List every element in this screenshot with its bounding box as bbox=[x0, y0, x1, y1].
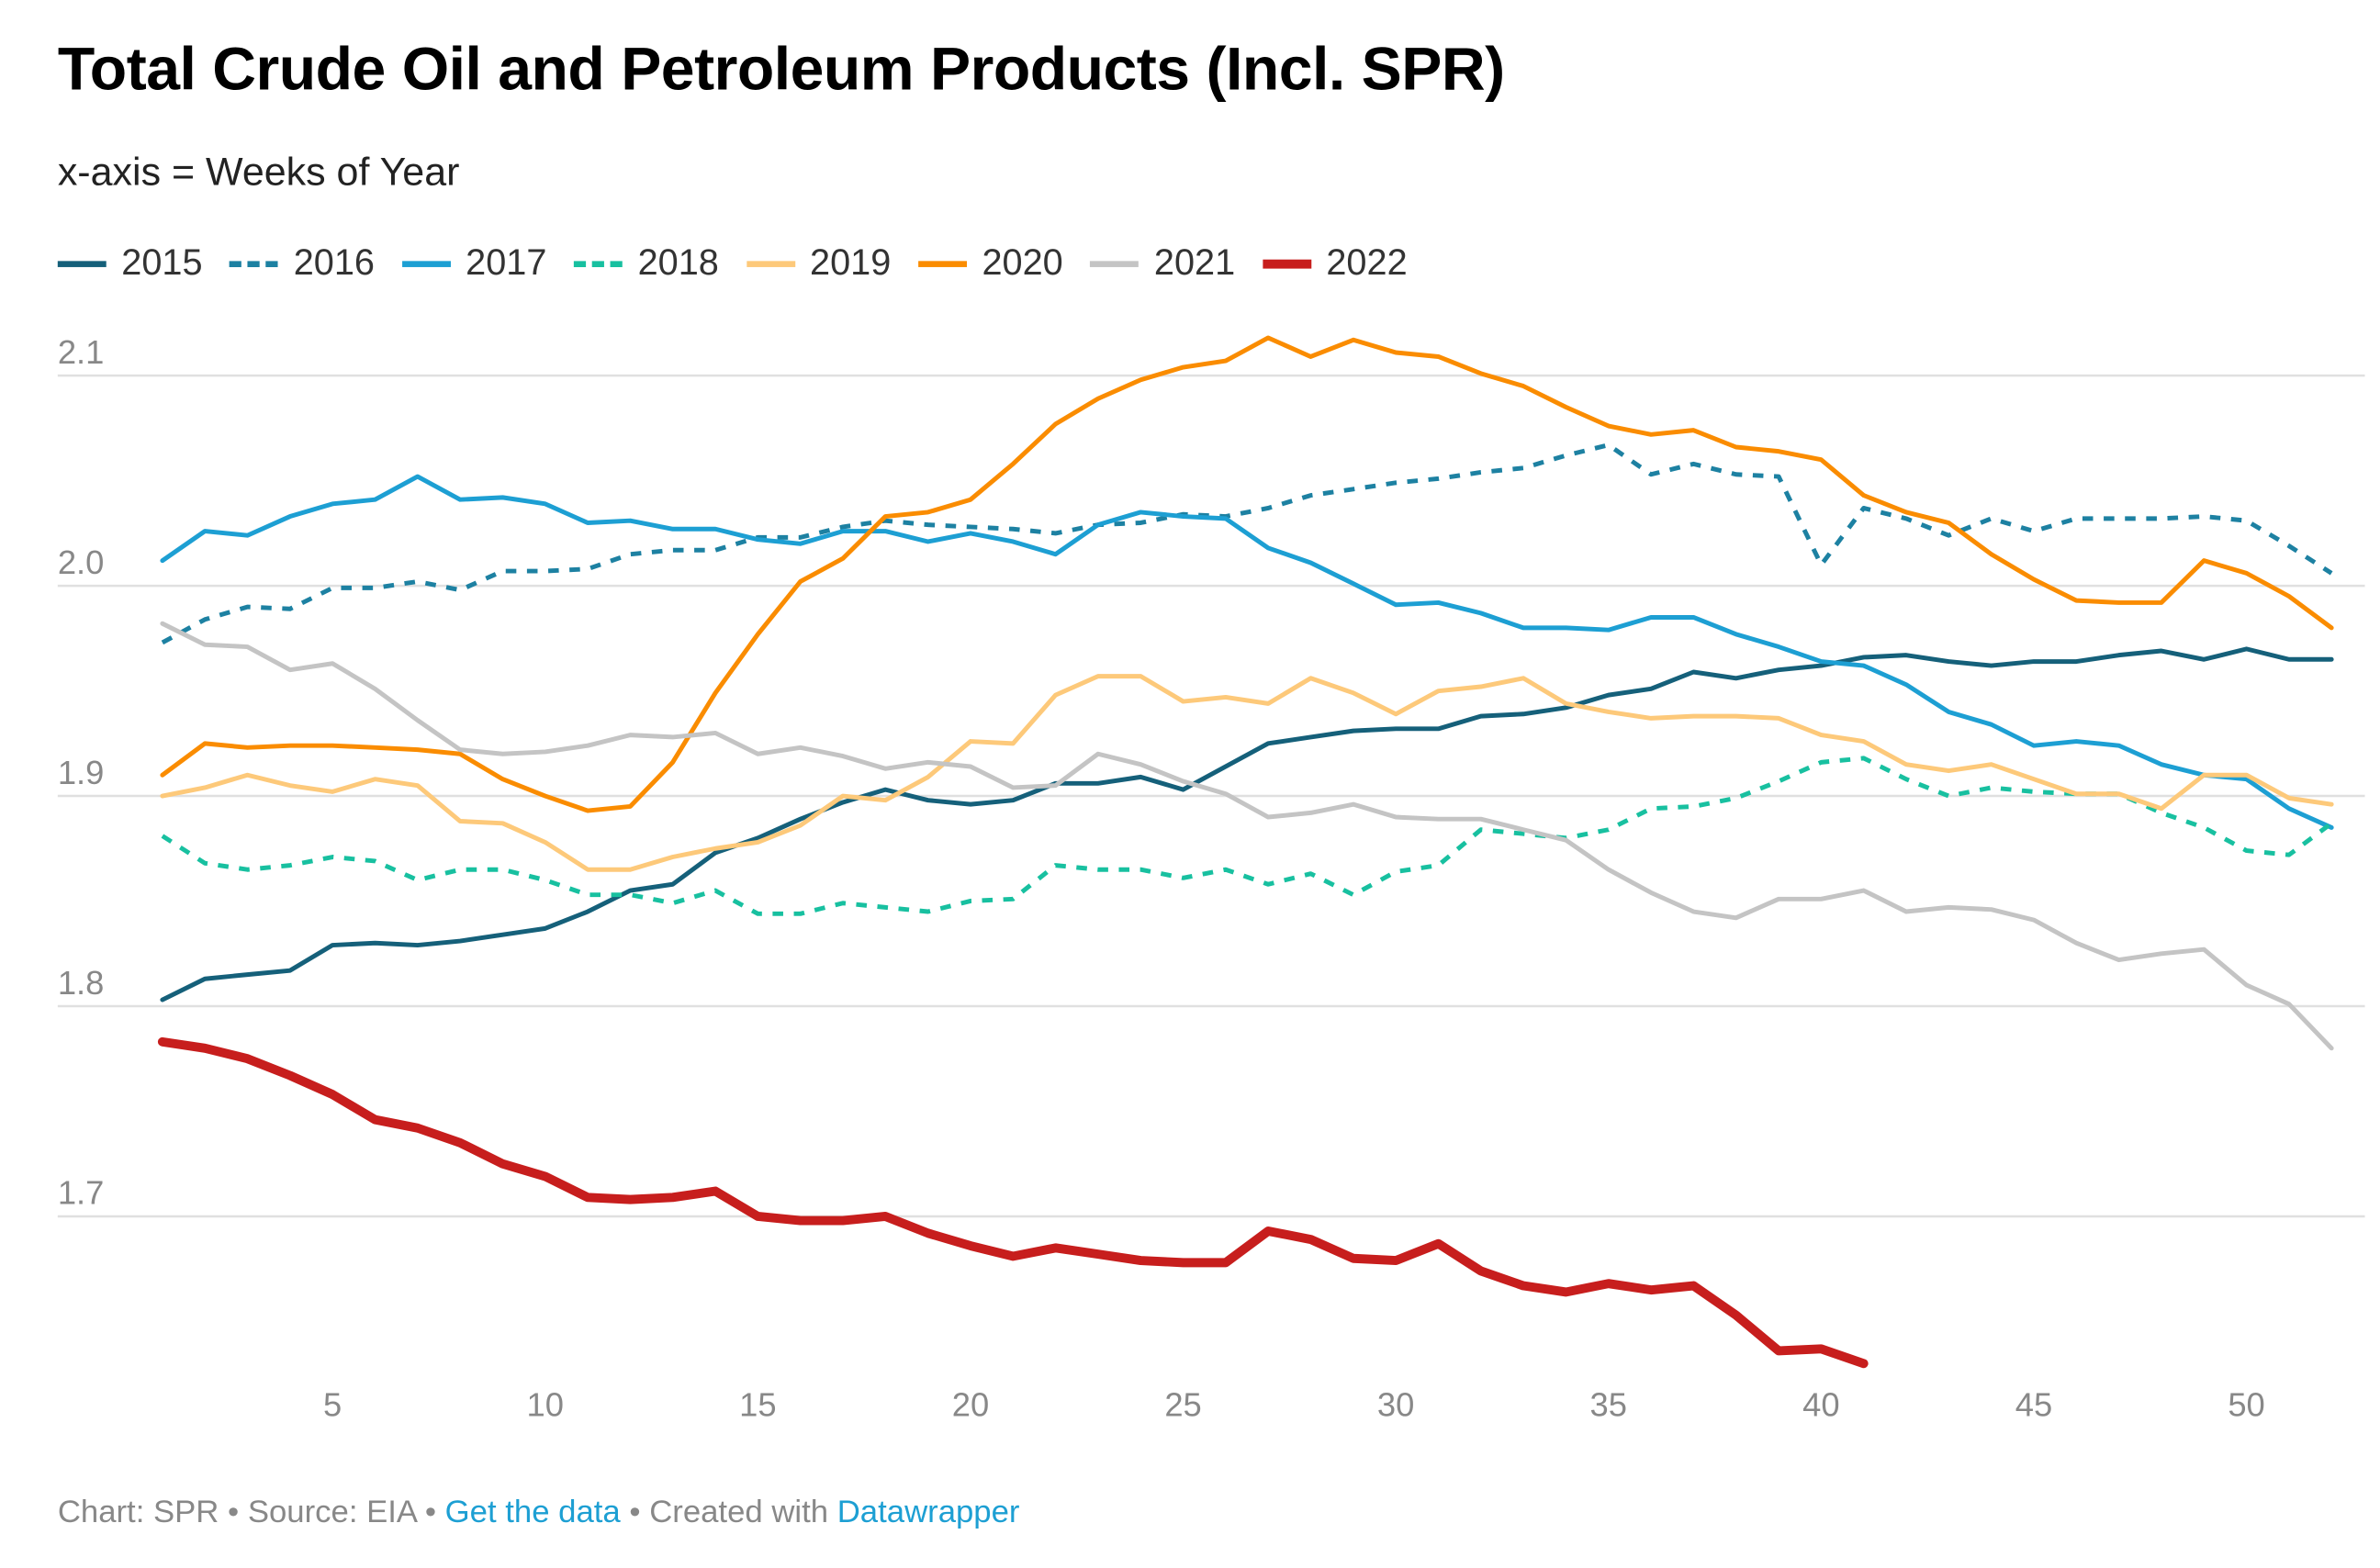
x-tick-label: 10 bbox=[527, 1385, 564, 1423]
legend-label: 2017 bbox=[466, 242, 547, 285]
x-tick-label: 30 bbox=[1377, 1385, 1414, 1423]
legend-swatch bbox=[746, 261, 795, 267]
x-tick-label: 25 bbox=[1164, 1385, 1201, 1423]
y-tick-label: 1.9 bbox=[58, 754, 105, 791]
legend-swatch bbox=[574, 261, 623, 267]
footer: Chart: SPR • Source: EIA • Get the data … bbox=[58, 1495, 1020, 1531]
x-tick-label: 5 bbox=[323, 1385, 342, 1423]
x-tick-label: 40 bbox=[1802, 1385, 1839, 1423]
series-line-2015 bbox=[160, 646, 2334, 1002]
legend-item-2021: 2021 bbox=[1090, 242, 1235, 285]
legend-label: 2015 bbox=[121, 242, 203, 285]
chart-title: Total Crude Oil and Petroleum Products (… bbox=[57, 36, 1505, 104]
footer-created: Created with bbox=[649, 1495, 837, 1530]
legend-swatch bbox=[918, 261, 967, 267]
legend-label: 2019 bbox=[810, 242, 892, 285]
get-data-link[interactable]: Get the data bbox=[444, 1495, 621, 1530]
x-tick-label: 15 bbox=[739, 1385, 776, 1423]
legend: 2015 2016 2017 2018 2019 2020 2021 2022 bbox=[57, 242, 1435, 285]
series-line-2018 bbox=[161, 756, 2333, 916]
footer-source: Source: EIA bbox=[247, 1495, 417, 1530]
series-line-2021 bbox=[160, 621, 2334, 1051]
separator: • bbox=[416, 1495, 445, 1530]
separator: • bbox=[620, 1495, 650, 1530]
legend-item-2020: 2020 bbox=[918, 242, 1063, 285]
legend-label: 2022 bbox=[1326, 242, 1408, 285]
legend-label: 2021 bbox=[1153, 242, 1236, 285]
y-tick-label: 2.1 bbox=[58, 333, 105, 371]
legend-item-2015: 2015 bbox=[57, 242, 203, 285]
series-line-2017 bbox=[160, 474, 2334, 830]
legend-swatch bbox=[57, 261, 107, 267]
legend-swatch bbox=[230, 261, 279, 267]
series-line-2016 bbox=[161, 442, 2333, 645]
legend-label: 2020 bbox=[982, 242, 1063, 285]
separator: • bbox=[219, 1495, 248, 1530]
legend-item-2017: 2017 bbox=[401, 242, 547, 285]
legend-swatch bbox=[401, 261, 451, 267]
legend-swatch bbox=[1262, 259, 1311, 269]
x-tick-label: 45 bbox=[2015, 1385, 2052, 1423]
legend-label: 2016 bbox=[293, 242, 375, 285]
datawrapper-link[interactable]: Datawrapper bbox=[836, 1495, 1020, 1530]
legend-item-2018: 2018 bbox=[574, 242, 719, 285]
x-tick-label: 50 bbox=[2228, 1385, 2264, 1423]
y-tick-label: 2.0 bbox=[58, 543, 105, 581]
series-line-2022 bbox=[157, 1036, 1869, 1369]
legend-item-2022: 2022 bbox=[1262, 242, 1408, 285]
x-tick-label: 20 bbox=[952, 1385, 989, 1423]
legend-item-2019: 2019 bbox=[746, 242, 892, 285]
x-tick-label: 35 bbox=[1590, 1385, 1627, 1423]
series-line-2020 bbox=[160, 335, 2334, 813]
legend-swatch bbox=[1090, 261, 1139, 267]
legend-item-2016: 2016 bbox=[230, 242, 375, 285]
y-tick-label: 1.8 bbox=[58, 964, 105, 1002]
legend-label: 2018 bbox=[637, 242, 719, 285]
chart-subtitle: x-axis = Weeks of Year bbox=[57, 149, 460, 195]
plot-area: 1.7 1.8 1.9 2.0 2.1 5 10 15 20 25 30 35 40 45 50 bbox=[57, 333, 2365, 1423]
series-line-2019 bbox=[160, 674, 2334, 872]
footer-chart-label: Chart: SPR bbox=[57, 1495, 219, 1530]
y-tick-label: 1.7 bbox=[58, 1174, 105, 1212]
